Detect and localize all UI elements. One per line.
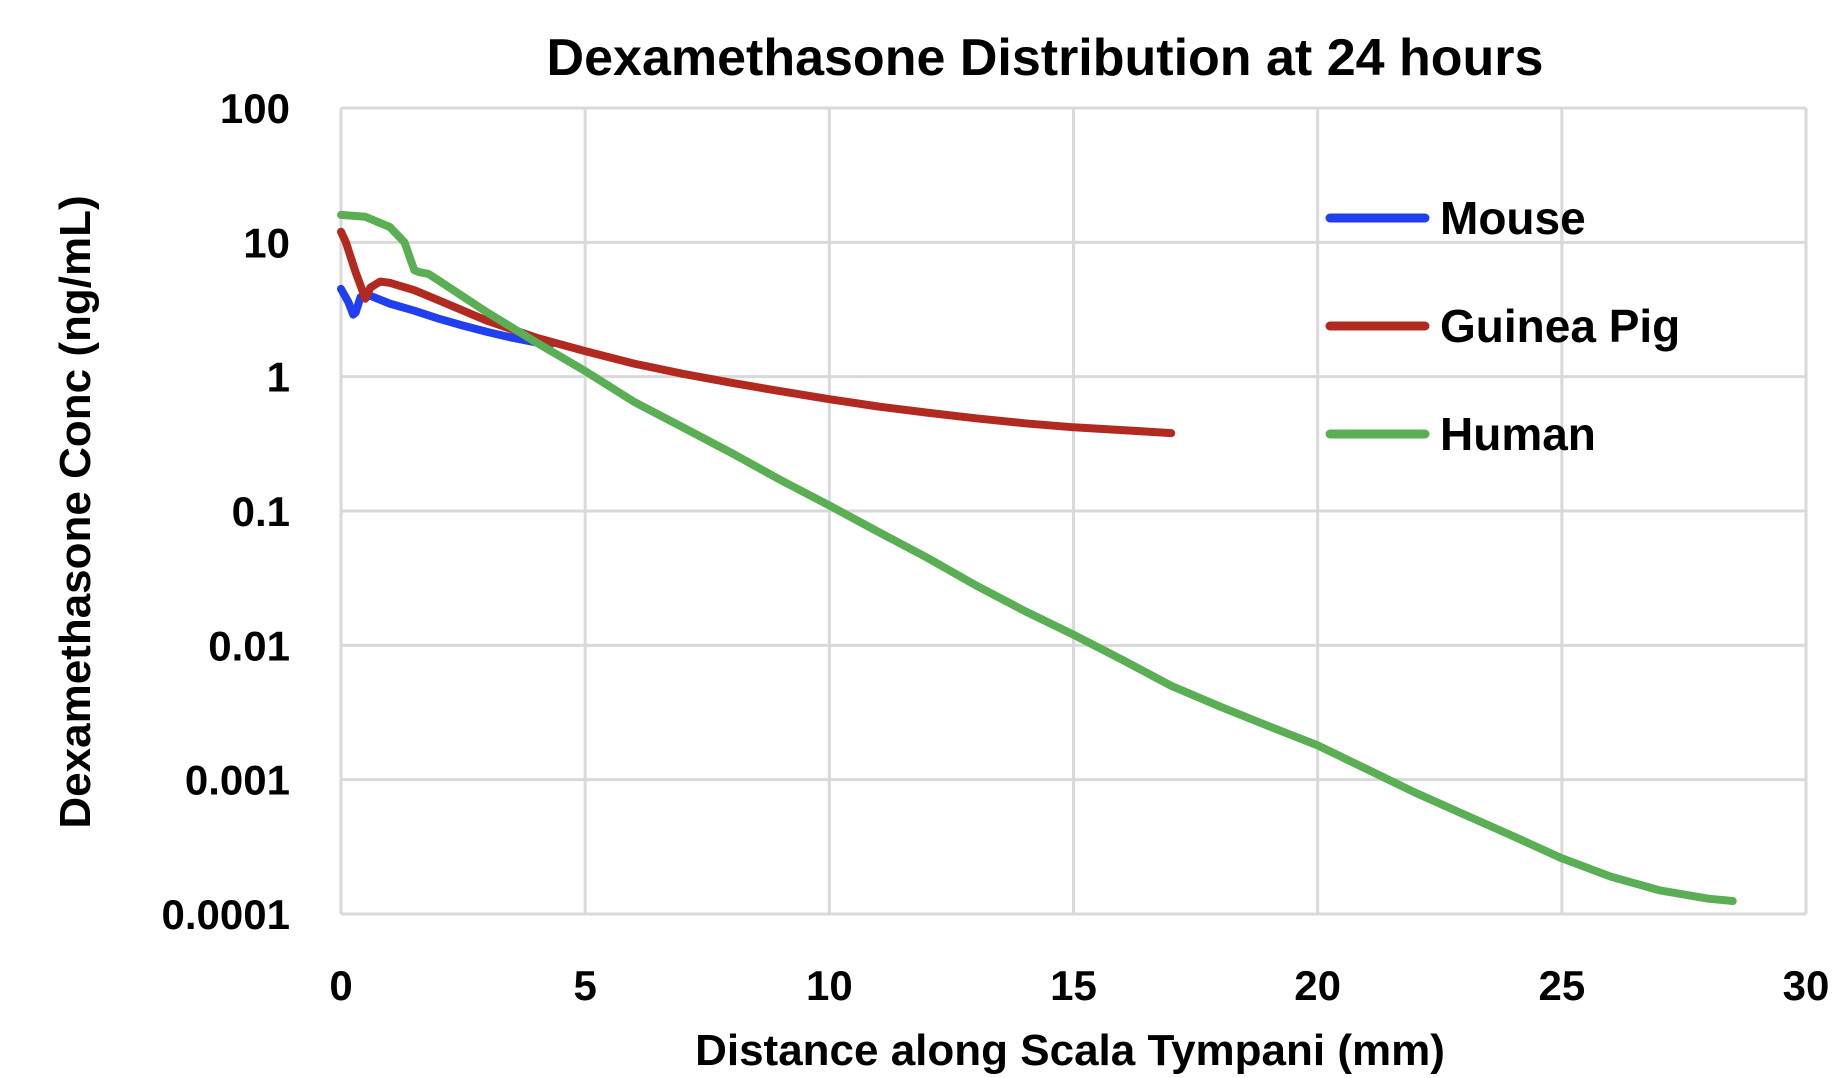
legend-label-mouse: Mouse [1440,192,1586,244]
x-axis-label: Distance along Scala Tympani (mm) [695,1026,1445,1075]
y-tick-labels: 0.0001 0.001 0.01 0.1 1 10 100 [162,85,290,938]
legend-label-guinea-pig: Guinea Pig [1440,300,1680,352]
chart-title: Dexamethasone Distribution at 24 hours [547,29,1544,87]
series-line-mouse [337,284,555,348]
y-tick-label: 1 [267,354,290,401]
y-tick-label: 100 [220,85,290,132]
y-tick-label: 0.01 [208,622,290,669]
x-tick-labels: 0 5 10 15 20 25 30 [329,962,1829,1009]
legend: Mouse Guinea Pig Human [1325,192,1680,460]
y-axis-label: Dexamethasone Conc (ng/mL) [51,195,100,828]
y-tick-label: 0.0001 [162,891,290,938]
x-tick-label: 30 [1783,962,1830,1009]
x-tick-label: 0 [329,962,352,1009]
grid [339,106,1808,916]
series-line-guinea-pig [337,227,1176,438]
x-tick-label: 25 [1538,962,1585,1009]
y-tick-label: 0.1 [232,488,290,535]
x-tick-label: 20 [1294,962,1341,1009]
legend-label-human: Human [1440,408,1596,460]
series-line-human [337,210,1737,905]
y-tick-label: 10 [243,219,290,266]
x-tick-label: 5 [573,962,596,1009]
y-tick-label: 0.001 [185,757,290,804]
x-tick-label: 15 [1050,962,1097,1009]
x-tick-label: 10 [806,962,853,1009]
series-lines [337,210,1737,905]
